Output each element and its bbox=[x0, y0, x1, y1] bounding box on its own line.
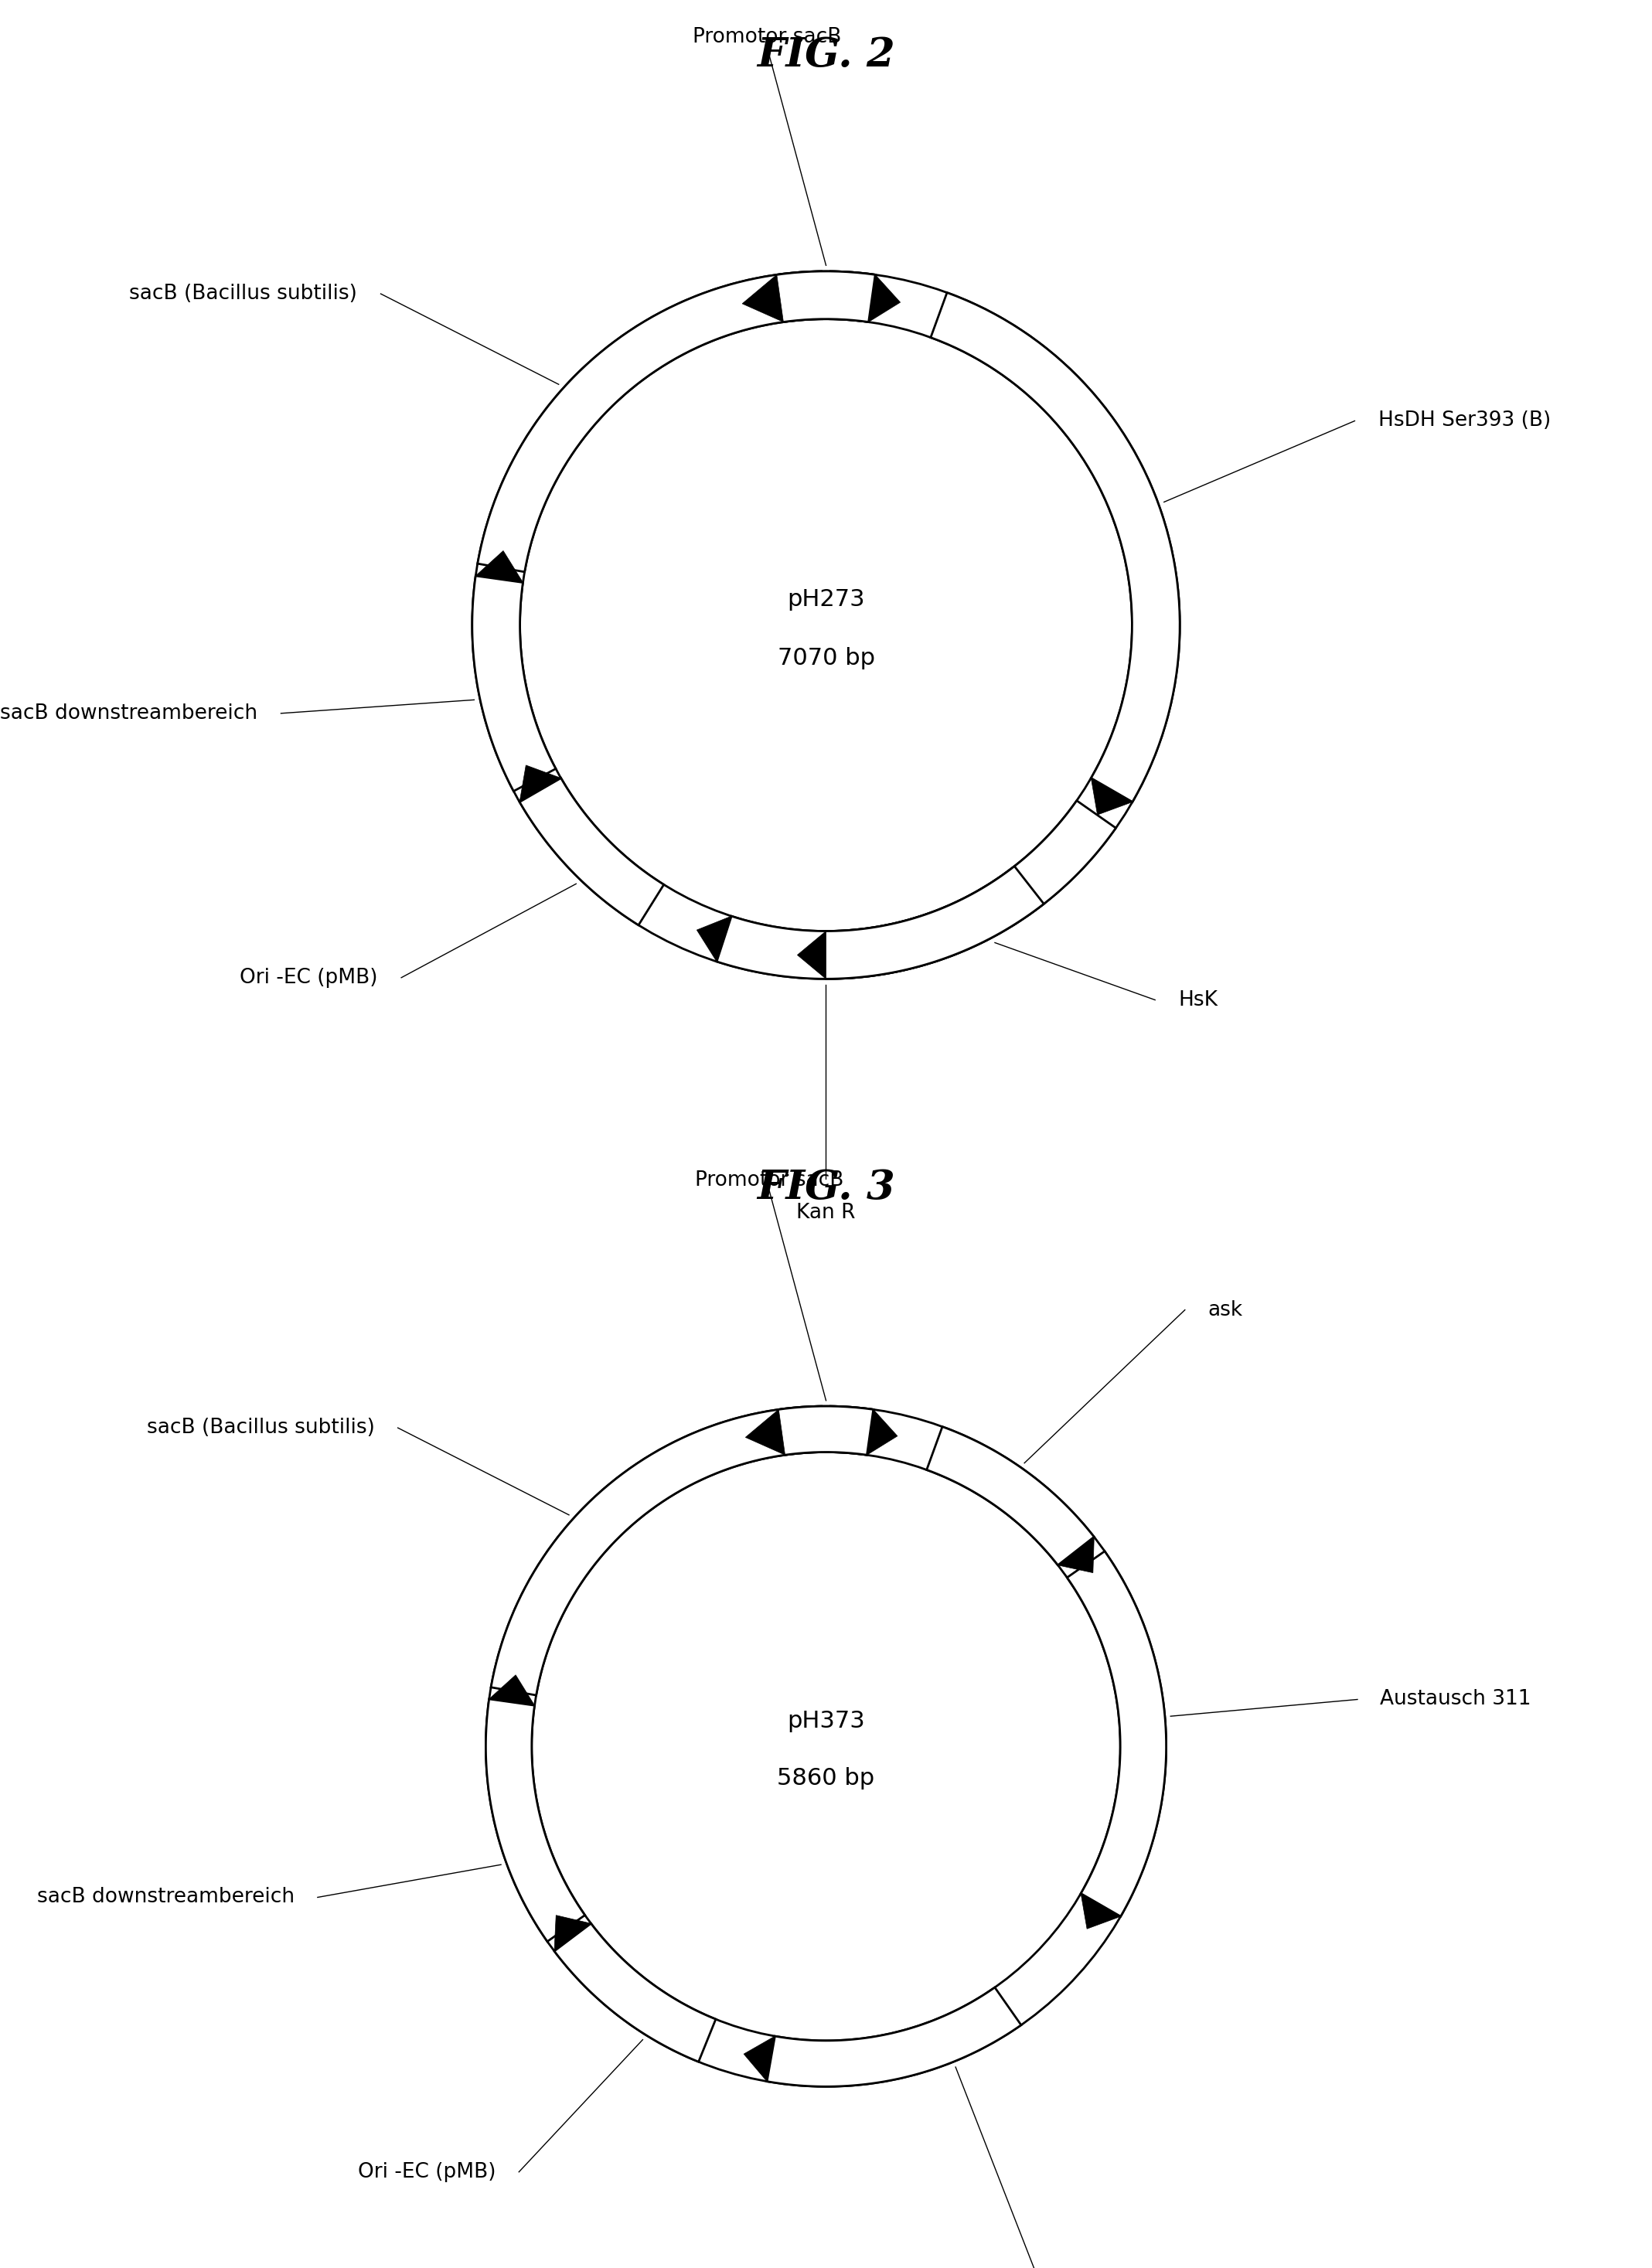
Polygon shape bbox=[697, 916, 732, 962]
Polygon shape bbox=[1080, 1894, 1120, 1928]
Polygon shape bbox=[520, 778, 664, 925]
Polygon shape bbox=[477, 272, 876, 572]
Text: FIG. 3: FIG. 3 bbox=[757, 1168, 895, 1207]
Polygon shape bbox=[930, 293, 1180, 803]
Polygon shape bbox=[742, 274, 783, 322]
Polygon shape bbox=[778, 1406, 823, 1456]
Polygon shape bbox=[829, 272, 876, 322]
Polygon shape bbox=[745, 1408, 785, 1456]
Text: HsDH Ser393 (B): HsDH Ser393 (B) bbox=[1378, 411, 1551, 431]
Polygon shape bbox=[486, 1699, 585, 1941]
Text: Promotor sacB: Promotor sacB bbox=[692, 27, 841, 48]
Polygon shape bbox=[867, 1408, 897, 1456]
Polygon shape bbox=[555, 1923, 715, 2062]
Polygon shape bbox=[555, 1914, 591, 1950]
Polygon shape bbox=[776, 272, 823, 322]
Text: 7070 bp: 7070 bp bbox=[778, 646, 874, 669]
Text: Ori -EC (pMB): Ori -EC (pMB) bbox=[240, 968, 378, 987]
Text: 5860 bp: 5860 bp bbox=[776, 1767, 876, 1789]
Text: sacB (Bacillus subtilis): sacB (Bacillus subtilis) bbox=[147, 1418, 375, 1438]
Text: Ori -EC (pMB): Ori -EC (pMB) bbox=[358, 2161, 496, 2182]
Text: sacB downstreambereich: sacB downstreambereich bbox=[38, 1887, 296, 1907]
Polygon shape bbox=[472, 576, 555, 792]
Polygon shape bbox=[743, 2037, 775, 2082]
Text: sacB downstreambereich: sacB downstreambereich bbox=[0, 703, 258, 723]
Text: pH273: pH273 bbox=[786, 587, 866, 610]
Polygon shape bbox=[491, 1406, 874, 1694]
Polygon shape bbox=[826, 801, 1115, 980]
Text: ask: ask bbox=[1208, 1300, 1242, 1320]
Polygon shape bbox=[476, 551, 524, 583]
Polygon shape bbox=[717, 866, 1044, 980]
Text: Kan R: Kan R bbox=[796, 1202, 856, 1222]
Text: pH373: pH373 bbox=[786, 1710, 866, 1733]
Polygon shape bbox=[767, 1987, 1021, 2087]
Polygon shape bbox=[927, 1427, 1094, 1565]
Text: Austausch 311: Austausch 311 bbox=[1379, 1690, 1531, 1710]
Polygon shape bbox=[1067, 1551, 1166, 1916]
Polygon shape bbox=[489, 1676, 535, 1706]
Text: HsK: HsK bbox=[1178, 989, 1218, 1009]
Polygon shape bbox=[520, 764, 562, 803]
Polygon shape bbox=[869, 274, 900, 322]
Polygon shape bbox=[1057, 1538, 1094, 1572]
Polygon shape bbox=[798, 932, 826, 980]
Text: FIG. 2: FIG. 2 bbox=[757, 36, 895, 75]
Polygon shape bbox=[829, 1406, 874, 1456]
Text: Promotor sacB: Promotor sacB bbox=[695, 1170, 844, 1191]
Polygon shape bbox=[1090, 778, 1132, 814]
Text: sacB (Bacillus subtilis): sacB (Bacillus subtilis) bbox=[129, 284, 357, 304]
